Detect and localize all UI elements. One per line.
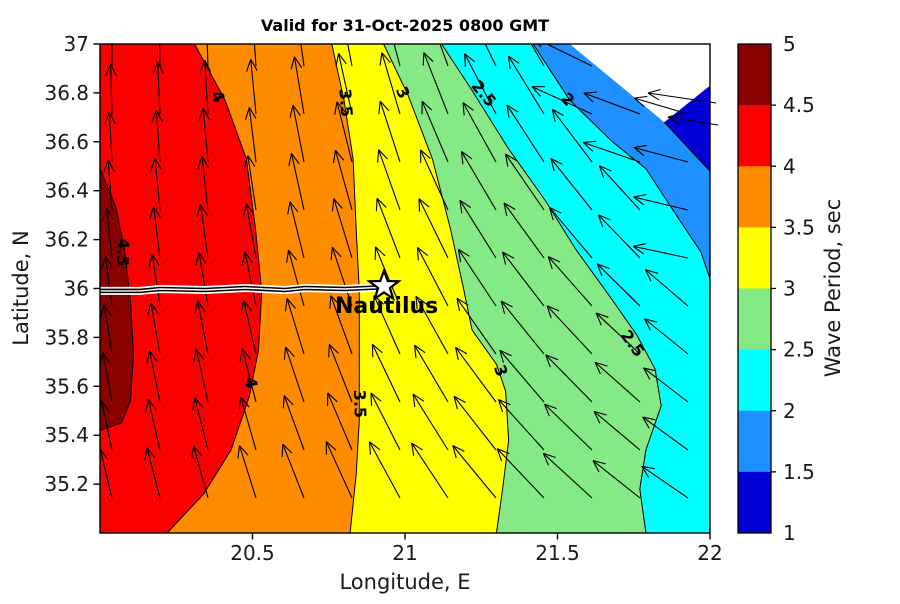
arrow-head bbox=[648, 89, 661, 93]
arrow-head bbox=[107, 16, 112, 28]
arrow-head bbox=[206, 12, 212, 24]
arrow-head bbox=[425, 4, 434, 13]
y-axis: 37 36.8 36.6 36.4 36.2 36 35.8 35.6 35.4 35.2 bbox=[44, 32, 100, 496]
y-tick-label: 37 bbox=[64, 32, 89, 56]
arrow-head bbox=[252, 11, 258, 22]
y-tick-label: 36 bbox=[64, 277, 89, 301]
arrow-head bbox=[340, 5, 347, 16]
plot-title: Valid for 31-Oct-2025 0800 GMT bbox=[261, 16, 549, 35]
colorbar-tick-label: 4.5 bbox=[783, 93, 815, 117]
colorbar-tick-label: 2 bbox=[783, 399, 796, 423]
x-tick-label: 22 bbox=[697, 541, 722, 565]
arrow-head bbox=[159, 14, 164, 26]
y-tick-label: 36.8 bbox=[44, 81, 89, 105]
colorbar-tick-label: 3.5 bbox=[783, 215, 815, 239]
marker-label: Nautilus bbox=[335, 294, 438, 319]
x-tick-label: 21.5 bbox=[535, 541, 580, 565]
arrow-head bbox=[201, 12, 206, 24]
x-axis: 20.5 21 21.5 22 bbox=[230, 533, 722, 565]
arrow-head bbox=[425, 4, 426, 17]
y-tick-label: 35.6 bbox=[44, 374, 89, 398]
x-tick-label: 21 bbox=[392, 541, 417, 565]
ship-track-line bbox=[100, 286, 384, 291]
contour-label-3.5: 3.5 bbox=[335, 88, 356, 118]
arrow-head bbox=[112, 16, 117, 28]
arrow-head bbox=[329, 344, 330, 357]
contour-label-4.5: 4.5 bbox=[113, 238, 133, 267]
y-tick-label: 35.4 bbox=[44, 423, 89, 447]
arrow-head bbox=[423, 53, 424, 66]
arrow-head bbox=[383, 4, 391, 14]
colorbar-label: Wave Period, sec bbox=[821, 199, 845, 378]
x-tick-label: 20.5 bbox=[230, 541, 275, 565]
colorbar-segment bbox=[738, 472, 771, 534]
x-axis-label: Longitude, E bbox=[339, 570, 470, 594]
colorbar-tick-label: 3 bbox=[783, 277, 796, 301]
arrow-head bbox=[376, 198, 377, 211]
colorbar-segment bbox=[738, 289, 771, 351]
colorbar-segment bbox=[738, 350, 771, 412]
y-tick-label: 36.2 bbox=[44, 228, 89, 252]
arrow-head bbox=[154, 14, 159, 26]
arrow-head bbox=[466, 5, 476, 13]
colorbar-segment bbox=[738, 411, 771, 473]
colorbar-tick-label: 5 bbox=[783, 32, 796, 56]
arrow-head bbox=[634, 96, 647, 98]
arrow-head bbox=[282, 444, 283, 457]
y-tick-label: 36.4 bbox=[44, 179, 89, 203]
colorbar-segment bbox=[738, 44, 771, 106]
colorbar-segment bbox=[738, 105, 771, 167]
y-axis-label: Latitude, N bbox=[9, 230, 33, 346]
colorbar-tick-label: 2.5 bbox=[783, 338, 815, 362]
arrow-head bbox=[510, 7, 521, 15]
y-tick-label: 36.6 bbox=[44, 130, 89, 154]
colorbar: 5 4.5 4 3.5 3 2.5 2 1.5 1 bbox=[738, 32, 815, 545]
contour-label-3.5: 3.5 bbox=[350, 389, 370, 418]
arrow-head bbox=[371, 393, 372, 406]
colorbar-tick-label: 4 bbox=[783, 154, 796, 178]
colorbar-tick-label: 1 bbox=[783, 521, 796, 545]
colorbar-tick-label: 1.5 bbox=[783, 460, 815, 484]
y-tick-label: 35.2 bbox=[44, 472, 89, 496]
colorbar-segment bbox=[738, 227, 771, 289]
arrow-head bbox=[248, 11, 252, 23]
colorbar-segment bbox=[738, 166, 771, 228]
y-tick-label: 35.8 bbox=[44, 325, 89, 349]
